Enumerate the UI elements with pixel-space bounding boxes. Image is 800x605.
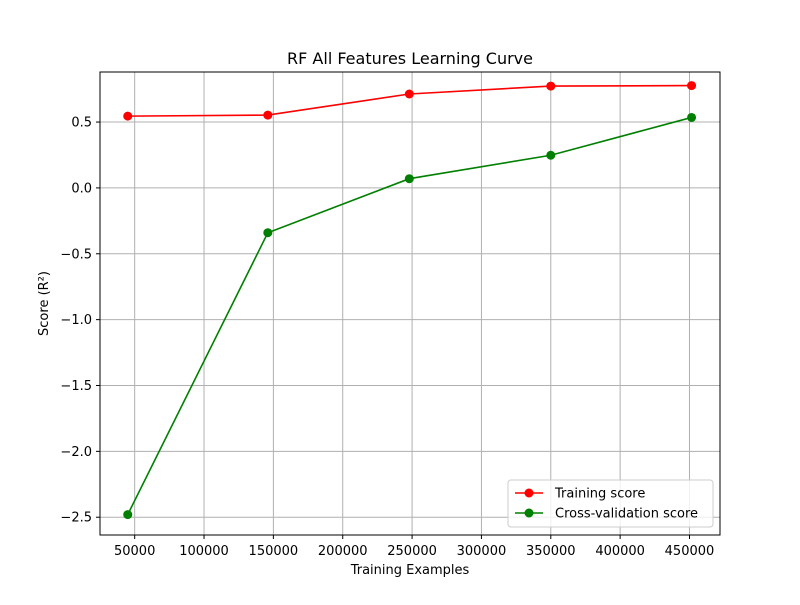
data-point-series-0	[263, 110, 273, 120]
x-tick-label: 150000	[249, 544, 299, 559]
grid-layer	[100, 72, 720, 535]
chart-title: RF All Features Learning Curve	[287, 49, 533, 68]
x-tick-label: 300000	[457, 544, 507, 559]
data-point-series-0	[546, 81, 556, 91]
y-tick-label: −2.0	[60, 445, 92, 460]
data-point-series-1	[546, 150, 556, 160]
y-tick-label: 0.0	[71, 181, 92, 196]
y-tick-label: −2.5	[60, 511, 92, 526]
plot-frame	[99, 71, 721, 536]
y-tick-label: −1.5	[60, 379, 92, 394]
legend-box	[507, 479, 714, 528]
data-point-series-1	[263, 228, 273, 238]
data-point-series-0	[404, 89, 414, 99]
legend-entry: Cross-validation score	[515, 507, 698, 522]
x-tick-label: 400000	[595, 544, 645, 559]
y-tick-label: 0.5	[71, 116, 92, 131]
x-axis-title: Training Examples	[350, 563, 470, 578]
data-point-series-1	[404, 174, 414, 184]
legend: Training score Cross-validation score	[507, 479, 714, 528]
x-tick-label: 250000	[387, 544, 437, 559]
x-tick-label: 350000	[526, 544, 576, 559]
data-point-series-1	[123, 510, 133, 520]
legend-label: Cross-validation score	[555, 507, 698, 522]
y-tick-label: −0.5	[60, 247, 92, 262]
legend-label: Training score	[554, 487, 645, 502]
tick-layer: 50000 100000 150000 200000 250000 300000 35000…	[60, 116, 714, 559]
data-point-series-0	[687, 81, 697, 91]
x-tick-label: 200000	[318, 544, 368, 559]
y-tick-label: −1.0	[60, 313, 92, 328]
legend-marker	[524, 488, 534, 498]
data-point-series-1	[687, 112, 697, 122]
y-axis-title: Score (R²)	[37, 271, 52, 336]
data-point-series-0	[123, 111, 133, 121]
legend-marker	[524, 508, 534, 518]
x-tick-label: 450000	[665, 544, 715, 559]
series-layer	[123, 81, 697, 520]
x-tick-label: 100000	[179, 544, 229, 559]
x-tick-label: 50000	[114, 544, 155, 559]
legend-entry: Training score	[515, 487, 645, 502]
